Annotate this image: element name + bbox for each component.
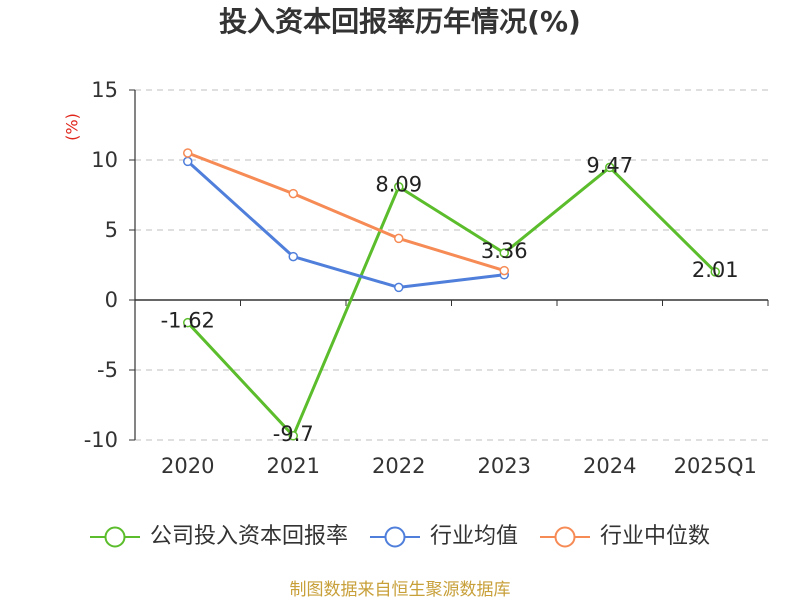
series-2-point [288, 188, 298, 199]
series-markers [183, 148, 720, 441]
series-2-line [186, 151, 506, 273]
legend: 公司投入资本回报率 行业均值 行业中位数 [0, 519, 800, 555]
series-0-point [394, 181, 404, 192]
series-1-point [183, 156, 193, 167]
legend-label: 行业中位数 [600, 524, 711, 549]
y-tick-label: 10 [91, 148, 118, 172]
legend-label: 公司投入资本回报率 [149, 524, 348, 549]
legend-swatch-marker [384, 526, 406, 548]
legend-item-series-2[interactable]: 行业中位数 [540, 519, 710, 555]
series-lines [186, 151, 717, 438]
chart-title: 投入资本回报率历年情况(%) [219, 5, 581, 38]
series-0-point [288, 431, 298, 441]
x-tick-label: 2021 [267, 454, 320, 478]
series-0-point [605, 162, 615, 173]
x-tick-label: 2022 [372, 454, 425, 478]
data-labels: -1.62 -9.7 8.09 3.36 9.47 2.01 [161, 153, 739, 445]
legend-swatch-marker [104, 526, 126, 548]
series-2-point [394, 233, 404, 244]
y-tick-label: 5 [105, 218, 118, 242]
series-0-data-label: -9.7 [273, 422, 314, 446]
series-1-point [288, 251, 298, 262]
legend-swatch-marker [554, 526, 576, 548]
source-note: 制图数据来自恒生聚源数据库 [289, 580, 511, 600]
y-tick-label: 0 [105, 288, 118, 312]
series-0-data-label: 3.36 [481, 239, 528, 263]
y-tick-label: -10 [84, 428, 118, 452]
legend-line-marker-icon [540, 526, 590, 548]
series-2-point [499, 265, 509, 276]
y-axis-label: (%) [63, 113, 82, 141]
grid-lines [135, 89, 768, 441]
axes: 15 10 5 0 -5 -10 2020 2021 2022 2023 2024 2025Q1 (%) [63, 78, 769, 478]
series-0-point [183, 317, 193, 328]
series-1-point [394, 282, 404, 293]
x-tick-label: 2020 [161, 454, 214, 478]
series-0-data-label: 2.01 [692, 258, 739, 282]
series-2-point [183, 148, 193, 158]
x-tick-label: 2024 [583, 454, 636, 478]
legend-label: 行业均值 [429, 524, 518, 549]
legend-item-series-1[interactable]: 行业均值 [369, 519, 518, 555]
series-0-point [499, 248, 509, 258]
legend-item-series-0[interactable]: 公司投入资本回报率 [89, 519, 348, 555]
y-tick-label: 15 [91, 78, 118, 102]
series-0-data-label: 9.47 [586, 153, 633, 177]
series-0-data-label: -1.62 [161, 309, 215, 333]
series-0-line [186, 165, 717, 438]
legend-line-marker-icon [369, 526, 420, 548]
series-1-line [186, 159, 506, 289]
x-tick-label: 2023 [478, 454, 531, 478]
series-0-point [710, 267, 720, 277]
y-tick-label: -5 [97, 358, 118, 382]
x-tick-label: 2025Q1 [674, 454, 757, 478]
legend-line-marker-icon [89, 526, 140, 548]
series-0-data-label: 8.09 [375, 173, 422, 197]
